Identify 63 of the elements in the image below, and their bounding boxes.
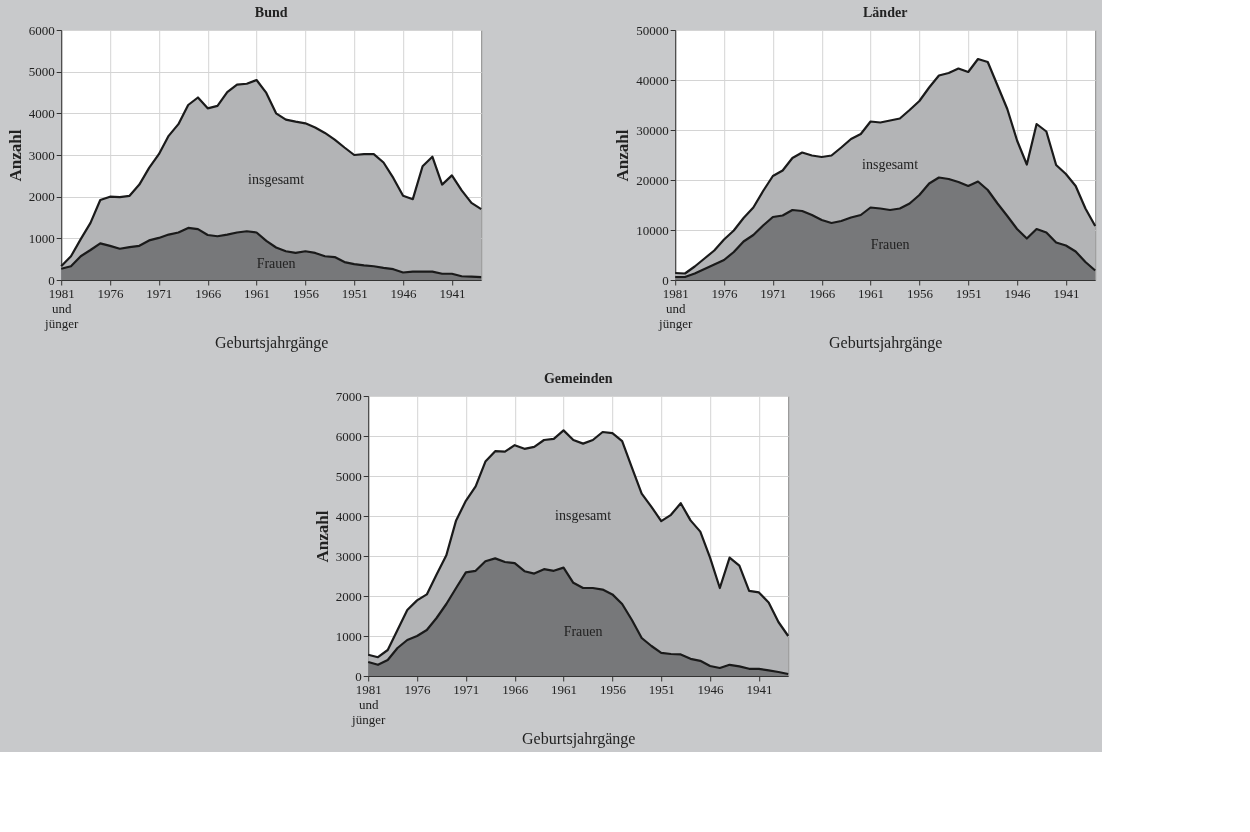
y-tick-label: 0 xyxy=(355,668,362,684)
x-axis-title: Geburtsjahrgänge xyxy=(828,333,943,352)
chart-title: Gemeinden xyxy=(543,371,613,386)
y-tick-label: 0 xyxy=(662,272,669,288)
x-tick-label: 1956 xyxy=(599,681,627,697)
y-tick-label: 4000 xyxy=(335,508,362,524)
y-tick-label: 5000 xyxy=(28,64,55,80)
x-tick-label: 1951 xyxy=(955,285,982,301)
x-tick-label: 1976 xyxy=(711,285,739,301)
x-tick-label: 1966 xyxy=(195,285,222,301)
y-tick-label: 1000 xyxy=(335,628,362,644)
y-tick-label: 3000 xyxy=(28,147,55,163)
y-tick-label: 3000 xyxy=(335,548,362,564)
x-tick-label: 1981 und jünger xyxy=(44,285,79,331)
x-tick-label: 1946 xyxy=(1004,285,1032,301)
y-tick-label: 2000 xyxy=(28,189,55,205)
chart-title: Länder xyxy=(863,5,908,20)
x-axis-title: Geburtsjahrgänge xyxy=(214,333,329,352)
x-tick-label: 1961 xyxy=(551,681,578,697)
y-tick-label: 7000 xyxy=(335,388,362,404)
x-tick-label: 1976 xyxy=(97,285,125,301)
x-tick-label: 1971 xyxy=(760,285,787,301)
x-tick-label: 1946 xyxy=(697,681,725,697)
series-label: Frauen xyxy=(563,624,603,639)
y-tick-label: 2000 xyxy=(335,588,362,604)
x-tick-label: 1941 xyxy=(439,285,466,301)
x-tick-label: 1956 xyxy=(906,285,934,301)
x-tick-label: 1951 xyxy=(341,285,368,301)
y-tick-label: 50000 xyxy=(636,22,669,38)
x-tick-label: 1941 xyxy=(746,681,773,697)
series-label: insgesamt xyxy=(862,157,919,173)
x-tick-label: 1961 xyxy=(858,285,885,301)
series-label: insgesamt xyxy=(555,507,612,523)
series-label: Frauen xyxy=(870,237,910,252)
y-tick-label: 0 xyxy=(48,272,55,288)
x-tick-label: 1961 xyxy=(244,285,271,301)
y-axis-title: Anzahl xyxy=(312,510,332,563)
y-tick-label: 6000 xyxy=(335,428,362,444)
x-tick-label: 1966 xyxy=(502,681,529,697)
x-tick-label: 1956 xyxy=(292,285,320,301)
series-label: Frauen xyxy=(256,255,296,271)
y-tick-label: 20000 xyxy=(636,172,669,188)
x-tick-label: 1966 xyxy=(809,285,836,301)
x-tick-label: 1971 xyxy=(453,681,480,697)
y-axis-title: Anzahl xyxy=(5,129,25,182)
x-tick-label: 1941 xyxy=(1053,285,1080,301)
x-tick-label: 1976 xyxy=(404,681,432,697)
y-tick-label: 5000 xyxy=(335,468,362,484)
y-tick-label: 4000 xyxy=(28,105,55,121)
y-axis-title: Anzahl xyxy=(613,129,633,182)
x-tick-label: 1971 xyxy=(146,285,173,301)
series-label: insgesamt xyxy=(248,172,305,188)
y-tick-label: 6000 xyxy=(28,22,55,38)
x-tick-label: 1946 xyxy=(390,285,418,301)
x-tick-label: 1951 xyxy=(648,681,675,697)
y-tick-label: 10000 xyxy=(636,222,669,238)
x-tick-label: 1981 und jünger xyxy=(658,285,693,331)
chart-title: Bund xyxy=(254,5,288,20)
x-axis-title: Geburtsjahrgänge xyxy=(521,729,636,748)
y-tick-label: 30000 xyxy=(636,122,669,138)
x-tick-label: 1981 und jünger xyxy=(351,681,386,727)
y-tick-label: 1000 xyxy=(28,230,55,246)
y-tick-label: 40000 xyxy=(636,72,669,88)
